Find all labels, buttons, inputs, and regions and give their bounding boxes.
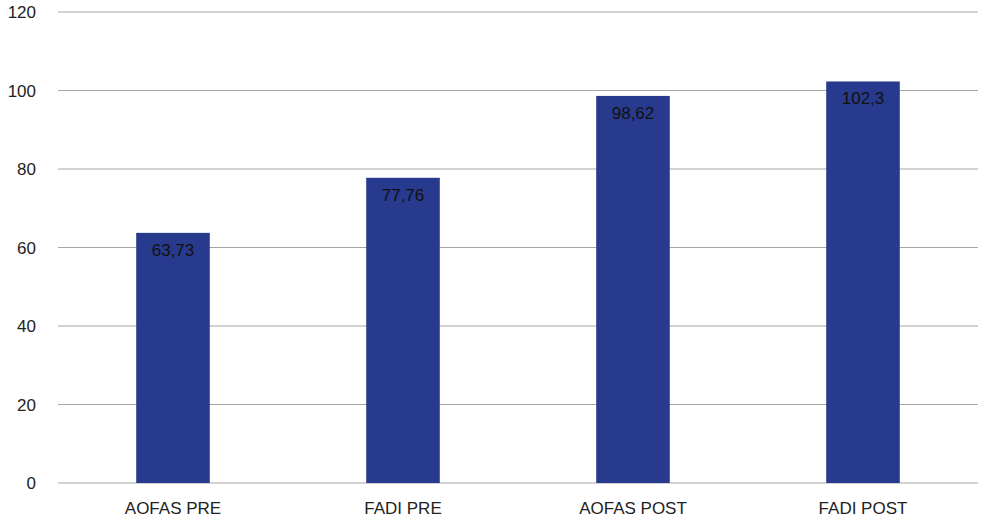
y-tick-label: 20 bbox=[17, 396, 36, 415]
x-tick-label: AOFAS PRE bbox=[125, 499, 221, 518]
y-tick-label: 80 bbox=[17, 160, 36, 179]
chart-container: 0 20 40 60 80 100 120 63,73 77,76 98,62 102,3 AOFAS… bbox=[0, 0, 985, 528]
bar bbox=[596, 96, 670, 483]
grid bbox=[58, 12, 978, 483]
x-tick-label: FADI PRE bbox=[364, 499, 441, 518]
y-tick-label: 0 bbox=[27, 474, 36, 493]
data-label: 98,62 bbox=[612, 104, 655, 123]
y-tick-label: 120 bbox=[8, 3, 36, 22]
labels: 63,73 77,76 98,62 102,3 bbox=[152, 89, 885, 259]
y-tick-label: 40 bbox=[17, 317, 36, 336]
bar bbox=[366, 178, 440, 483]
chart-svg: 0 20 40 60 80 100 120 63,73 77,76 98,62 102,3 AOFAS… bbox=[0, 0, 985, 528]
bar bbox=[136, 233, 210, 483]
x-tick-label: AOFAS POST bbox=[579, 499, 687, 518]
data-label: 63,73 bbox=[152, 241, 195, 260]
bar bbox=[826, 81, 900, 483]
data-label: 77,76 bbox=[382, 186, 425, 205]
y-tick-label: 60 bbox=[17, 239, 36, 258]
y-tick-label: 100 bbox=[8, 82, 36, 101]
data-label: 102,3 bbox=[842, 89, 885, 108]
x-tick-label: FADI POST bbox=[819, 499, 908, 518]
grid-line bbox=[58, 12, 978, 13]
bars bbox=[136, 81, 900, 483]
